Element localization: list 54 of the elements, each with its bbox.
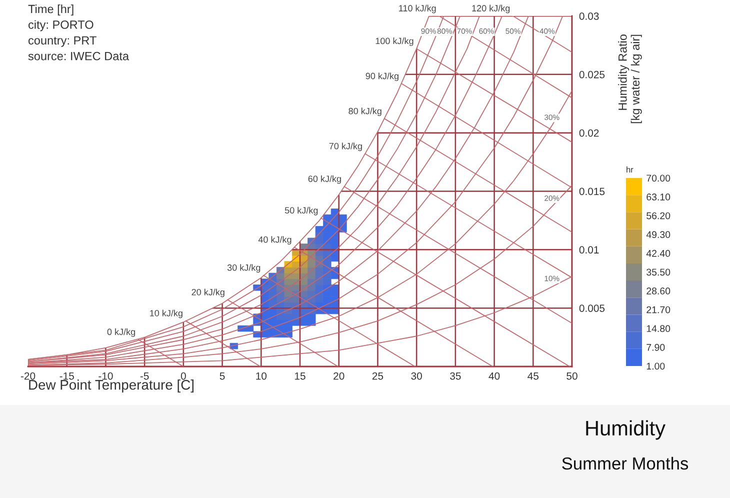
color-bar-label: 14.80 (646, 325, 670, 332)
x-tick-label: 50 (566, 372, 578, 380)
x-tick-label: 40 (488, 372, 500, 380)
series-label: 120 kJ/kg (472, 4, 510, 14)
x-tick-label: 30 (411, 372, 422, 380)
text: Summer Months (562, 456, 688, 470)
color-bar-label: 42.40 (646, 250, 670, 257)
series-label: 110 kJ/kg (399, 4, 436, 14)
x-tick-label: -20 (20, 372, 36, 380)
series-label: 90 kJ/kg (366, 72, 398, 81)
color-bar-label: 7.90 (646, 344, 665, 351)
color-bar-label: 56.20 (646, 212, 670, 220)
color-bar-label: 35.50 (646, 268, 670, 276)
series-label: 60 kJ/kg (308, 175, 341, 184)
x-tick-label: 0 (180, 372, 186, 380)
x-tick-label: 25 (372, 372, 384, 380)
annotation: source: IWEC Data (28, 52, 130, 60)
color-bar-label: 1.00 (646, 362, 665, 370)
x-axis-title: Dew Point Temperature [C] (29, 380, 194, 392)
series-label: 40 kJ/kg (258, 236, 292, 245)
color-bar-label: 63.10 (646, 194, 670, 200)
y-tick-label: 0.005 (579, 304, 605, 312)
annotation: country: PRT (28, 36, 96, 47)
color-bar-title: hr (626, 166, 634, 172)
y-tick-label: 0.025 (579, 70, 605, 78)
series-label: 50 kJ/kg (284, 206, 318, 216)
text: Humidity (586, 420, 666, 440)
color-bar-label: 21.70 (646, 306, 670, 314)
color-bar-label: 49.30 (646, 231, 670, 238)
y-tick-label: 0.02 (579, 129, 599, 137)
y-tick-label: 0.03 (579, 12, 599, 20)
text: Time [hr] (28, 4, 74, 16)
series-label: 80 kJ/kg (348, 108, 382, 116)
x-tick-label: 20 (334, 372, 344, 380)
y-tick-label: 0.01 (579, 246, 599, 254)
x-tick-label: -15 (60, 372, 74, 380)
series-label: 10 kJ/kg (150, 310, 182, 318)
x-tick-label: 35 (450, 372, 461, 380)
annotation: city: PORTO (28, 20, 94, 32)
x-tick-label: 45 (528, 372, 538, 380)
y-tick-label: 0.015 (579, 188, 605, 196)
x-tick-label: 10 (256, 372, 267, 380)
x-tick-label: 15 (295, 372, 306, 380)
series-label: 20 kJ/kg (192, 288, 224, 298)
color-bar-label: 28.60 (646, 288, 670, 294)
series-label: 0 kJ/kg (107, 328, 135, 337)
series-label: 70 kJ/kg (329, 142, 362, 152)
x-tick-label: -10 (98, 372, 113, 380)
x-tick-label: -5 (140, 372, 149, 380)
color-bar-label: 70.00 (646, 174, 670, 182)
x-tick-label: 5 (220, 372, 225, 380)
series-label: 100 kJ/kg (376, 38, 414, 46)
y-axis-title: Humidity Ratio [kg water / kg air] (618, 34, 642, 124)
series-label: 30 kJ/kg (227, 264, 260, 273)
